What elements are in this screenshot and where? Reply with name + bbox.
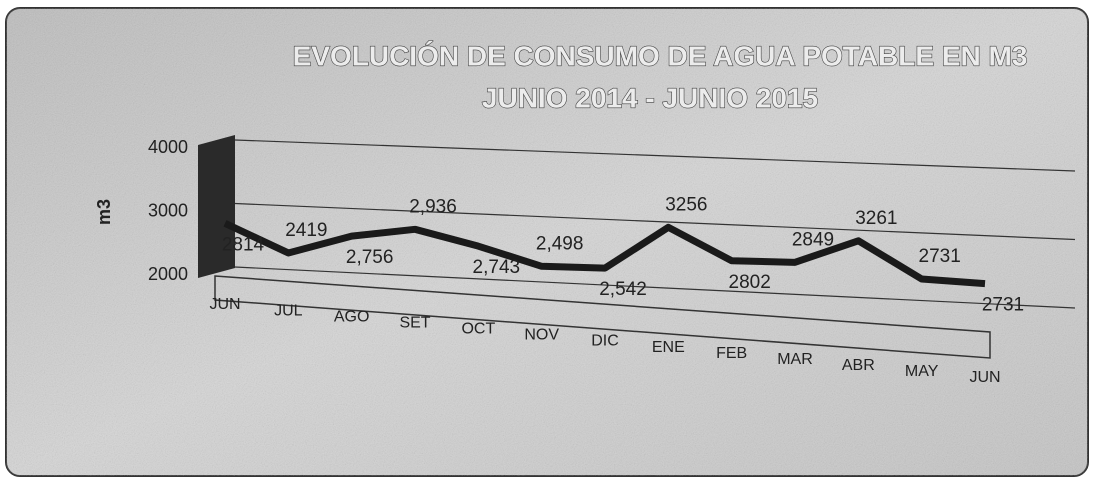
x-tick-label: AGO xyxy=(334,308,370,325)
data-line xyxy=(223,220,986,288)
chart-subtitle: JUNIO 2014 - JUNIO 2015 xyxy=(482,82,818,113)
data-label: 2,743 xyxy=(473,257,521,278)
data-label: 2,542 xyxy=(599,279,647,300)
floor-edge xyxy=(214,275,991,359)
data-label: 2,756 xyxy=(346,247,394,268)
data-label: 2,498 xyxy=(536,233,584,254)
y-tick-label: 4000 xyxy=(148,137,188,157)
x-tick-label: OCT xyxy=(461,321,495,338)
x-tick-label: FEB xyxy=(716,345,747,362)
grid-line xyxy=(234,139,1076,172)
data-label: 2731 xyxy=(919,246,961,267)
x-tick-label: DIC xyxy=(591,333,619,350)
x-tick-label: NOV xyxy=(524,327,559,344)
chart-title: EVOLUCIÓN DE CONSUMO DE AGUA POTABLE EN … xyxy=(293,40,1028,71)
data-label: 2814 xyxy=(222,234,265,255)
data-label: 2731 xyxy=(982,295,1024,316)
data-label: 2419 xyxy=(285,220,327,241)
x-tick-label: SET xyxy=(399,314,430,331)
data-label: 3256 xyxy=(665,194,707,215)
y-tick-label: 3000 xyxy=(148,200,188,220)
x-tick-label: JUL xyxy=(274,302,303,319)
y-axis-label: m3 xyxy=(94,199,114,225)
x-tick-label: MAR xyxy=(777,351,813,368)
grid-line xyxy=(234,202,1076,241)
side-wall xyxy=(198,135,235,278)
data-label: 2802 xyxy=(729,272,771,293)
grid-line xyxy=(234,266,1076,309)
data-label: 2849 xyxy=(792,229,834,250)
x-tick-label: ABR xyxy=(842,357,875,374)
x-tick-label: ENE xyxy=(652,339,685,356)
data-label: 3261 xyxy=(855,208,897,229)
texture xyxy=(6,8,1088,476)
y-tick-label: 2000 xyxy=(148,264,188,284)
x-tick-label: JUN xyxy=(209,296,240,313)
x-tick-label: JUN xyxy=(969,369,1000,386)
x-tick-label: MAY xyxy=(905,363,939,380)
data-label: 2,936 xyxy=(409,196,457,217)
